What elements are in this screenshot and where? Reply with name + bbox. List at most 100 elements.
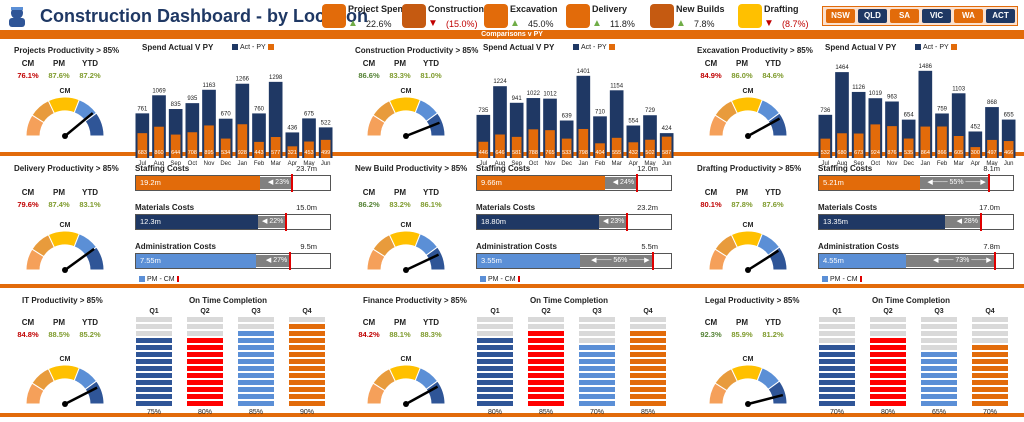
on-time-completion: On Time Completion Q1 80% Q2 85% Q3 70% Q4 85% <box>469 296 669 421</box>
completion-segment <box>289 394 325 399</box>
bar-py-label: 788 <box>529 150 538 156</box>
bar-act-label: 554 <box>628 118 639 124</box>
bar-py-label: 443 <box>254 150 263 156</box>
bar-act-label: 1022 <box>527 91 541 97</box>
completion-segment <box>870 352 906 357</box>
completion-segment <box>477 394 513 399</box>
bar-py <box>270 137 281 158</box>
completion-segment <box>528 338 564 343</box>
bar-py <box>595 143 605 158</box>
legend-swatch-py <box>267 44 274 51</box>
bar-act-label: 759 <box>937 106 948 112</box>
cost-variance: ◀ 23% <box>599 216 627 228</box>
completion-segment <box>187 401 223 406</box>
state-button-qld[interactable]: QLD <box>858 9 887 23</box>
kpi-col-label: CM <box>704 318 718 327</box>
kpi-value: 7.8% <box>694 19 715 29</box>
quarter-label: Q3 <box>592 308 602 315</box>
bar-py-label: 798 <box>579 150 588 156</box>
bar-py <box>495 134 505 158</box>
kpi-col-value: 87.8% <box>731 200 753 209</box>
cost-legend: PM - CM <box>478 276 522 283</box>
state-button-sa[interactable]: SA <box>890 9 919 23</box>
hard-hat-icon <box>322 4 346 28</box>
cost-value: 7.55m <box>136 254 257 268</box>
arrow-up-icon: ▲ <box>348 18 358 29</box>
kpi-col-value: 85.9% <box>731 330 753 339</box>
cost-bar-administration-costs: Administration Costs 9.5m ◀ 27% 7.55m <box>135 242 331 272</box>
on-time-completion: On Time Completion Q1 70% Q2 80% Q3 65% Q4 70% <box>811 296 1011 421</box>
quarter-label: Q4 <box>643 308 653 315</box>
x-tick-label: Sep <box>853 161 864 166</box>
state-button-wa[interactable]: WA <box>954 9 983 23</box>
cost-name: Staffing Costs <box>476 164 531 173</box>
cost-target: 12.0m <box>637 164 658 173</box>
completion-segment <box>289 331 325 336</box>
bar-py-label: 924 <box>871 150 880 156</box>
quarter-percent: 70% <box>829 409 844 416</box>
chart-title: Spend Actual V PY <box>483 43 555 52</box>
completion-segment <box>870 338 906 343</box>
cost-bar-materials-costs: Materials Costs 15.0m ◀ 22% 12.3m <box>135 203 331 233</box>
completion-segment <box>579 331 615 336</box>
completion-segment <box>477 373 513 378</box>
cost-name: Administration Costs <box>818 242 899 251</box>
state-button-nsw[interactable]: NSW <box>826 9 855 23</box>
x-tick-label: Nov <box>204 161 215 166</box>
section-title: Finance Productivity > 85% <box>363 296 467 305</box>
x-tick-label: Apr <box>629 161 638 166</box>
completion-segment <box>870 387 906 392</box>
kpi-col-label: PM <box>394 188 406 197</box>
completion-segment <box>972 331 1008 336</box>
kpi-col-value: 87.6% <box>762 200 784 209</box>
kpi-col-label: PM <box>394 318 406 327</box>
gauge-dial <box>25 230 105 273</box>
completion-segment <box>972 373 1008 378</box>
bar-py <box>870 124 881 158</box>
quarter-q1: Q1 70% <box>819 308 855 416</box>
completion-segment <box>528 331 564 336</box>
completion-segment <box>238 359 274 364</box>
completion-segment <box>238 373 274 378</box>
section-title: IT Productivity > 85% <box>22 296 103 305</box>
bar-py-label: 708 <box>188 150 197 156</box>
cost-value: 13.35m <box>819 215 946 229</box>
cost-name: Staffing Costs <box>818 164 873 173</box>
cost-bar-staffing-costs: Staffing Costs 8.1m ◀─── 55% ───▶ 5.21m <box>818 164 1014 194</box>
bar-py-label: 532 <box>821 150 830 156</box>
quarter-q3: Q3 70% <box>579 308 615 416</box>
productivity-kpis: CM 86.6% PM 83.3% YTD 81.0% <box>353 59 448 83</box>
completion-segment <box>289 324 325 329</box>
gauge-segment <box>84 112 105 137</box>
bar-py-label: 765 <box>545 150 554 156</box>
kpi-col-value: 88.1% <box>389 330 411 339</box>
completion-segment <box>187 338 223 343</box>
x-tick-label: Jul <box>138 161 146 166</box>
cost-track: ◀─── 55% ───▶ 5.21m <box>818 174 1014 192</box>
x-tick-label: Mar <box>611 161 621 166</box>
bar-py <box>545 130 555 158</box>
legend-act: Act - <box>923 44 938 51</box>
bar-py <box>887 126 897 158</box>
bar-py-label: 453 <box>304 150 313 156</box>
bar-py <box>970 147 981 158</box>
bar-py-label: 895 <box>204 150 213 156</box>
cost-value: 19.2m <box>136 176 261 190</box>
kpi-col-value: 84.6% <box>762 71 784 80</box>
gauge-needle <box>64 247 95 272</box>
bar-act-label: 424 <box>662 126 673 132</box>
legend-swatch-pm <box>139 276 145 283</box>
on-time-title: On Time Completion <box>529 296 609 305</box>
quarter-percent: 70% <box>589 409 604 416</box>
completion-segment <box>238 401 274 406</box>
comparison-banner: Comparisons v PY <box>0 30 1024 39</box>
bar-act-label: 941 <box>512 96 523 102</box>
state-button-act[interactable]: ACT <box>986 9 1015 23</box>
completion-segment <box>870 380 906 385</box>
completion-segment <box>870 324 906 329</box>
productivity-kpis: CM 84.2% PM 88.1% YTD 88.3% <box>353 318 448 342</box>
state-button-vic[interactable]: VIC <box>922 9 951 23</box>
x-tick-label: Feb <box>254 161 265 166</box>
cost-variance: ◀ 28% <box>945 216 980 228</box>
cost-target: 8.1m <box>983 164 1000 173</box>
